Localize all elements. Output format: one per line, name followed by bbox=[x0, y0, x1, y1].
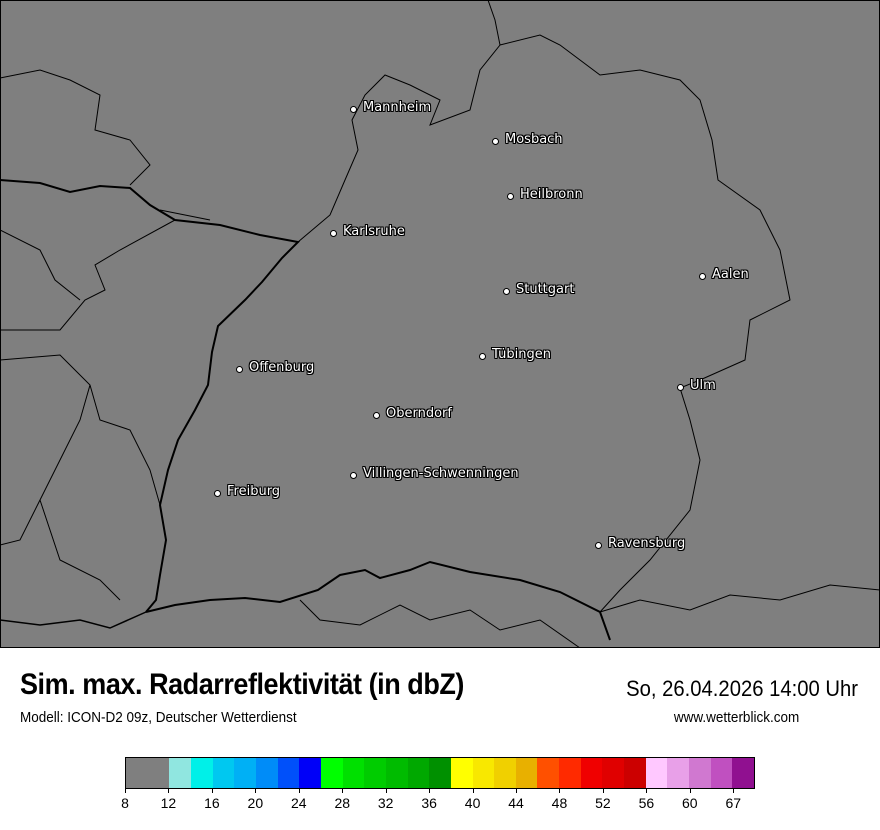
legend-color-segment bbox=[212, 758, 235, 788]
radar-map: Mannheim Mosbach Heilbronn Karlsruhe Aal… bbox=[0, 0, 880, 648]
legend-color-segment bbox=[299, 758, 321, 788]
legend-color-segment bbox=[255, 758, 278, 788]
city-dot-icon bbox=[350, 472, 357, 479]
legend-tick-mark bbox=[689, 789, 691, 793]
legend-color-segment bbox=[515, 758, 538, 788]
city-label: Heilbronn bbox=[520, 187, 583, 202]
city-dot-icon bbox=[503, 288, 510, 295]
legend-color-segment bbox=[234, 758, 256, 788]
legend-tick-mark bbox=[733, 789, 735, 793]
legend-tick-mark bbox=[342, 789, 344, 793]
city-label: Ravensburg bbox=[608, 536, 686, 551]
legend-color-segment bbox=[602, 758, 625, 788]
model-source: Modell: ICON-D2 09z, Deutscher Wetterdie… bbox=[20, 709, 297, 726]
legend-tick-mark bbox=[646, 789, 648, 793]
legend-tick-mark bbox=[385, 789, 387, 793]
city-label: Stuttgart bbox=[516, 282, 575, 297]
border-france-germany bbox=[0, 179, 301, 613]
legend-tick-mark bbox=[516, 789, 518, 793]
city-dot-icon bbox=[699, 273, 706, 280]
city-dot-icon bbox=[595, 542, 602, 549]
city-dot-icon bbox=[236, 366, 243, 373]
legend-tick-mark bbox=[255, 789, 257, 793]
city-label: Mosbach bbox=[505, 132, 563, 147]
city-label: Oberndorf bbox=[386, 406, 452, 421]
color-legend bbox=[125, 757, 755, 789]
legend-tick-label: 8 bbox=[121, 795, 129, 811]
legend-color-segment bbox=[429, 758, 451, 788]
legend-color-segment bbox=[645, 758, 668, 788]
legend-tick-label: 24 bbox=[290, 795, 307, 811]
border-swiss-west bbox=[0, 611, 147, 629]
legend-tick-mark bbox=[602, 789, 604, 793]
legend-color-segment bbox=[385, 758, 408, 788]
legend-tick-mark bbox=[211, 789, 213, 793]
city-label: Karlsruhe bbox=[343, 224, 405, 239]
city-label: Freiburg bbox=[227, 484, 281, 499]
legend-color-segment bbox=[342, 758, 365, 788]
legend-color-segment bbox=[494, 758, 516, 788]
legend-color-segment bbox=[407, 758, 430, 788]
website-link: www.wetterblick.com bbox=[673, 709, 799, 726]
border-north bbox=[0, 69, 211, 331]
legend-tick-label: 40 bbox=[464, 795, 481, 811]
border-switzerland bbox=[145, 560, 611, 641]
legend-tick-label: 52 bbox=[595, 795, 611, 811]
legend-ticks: 8 12 16 20 24 28 32 36 40 44 48 52 56 60 67 bbox=[121, 789, 755, 819]
legend-color-segment bbox=[190, 758, 213, 788]
legend-tick-label: 28 bbox=[334, 795, 351, 811]
legend-tick-mark bbox=[298, 789, 300, 793]
border-south bbox=[299, 584, 880, 648]
legend-color-segment bbox=[710, 758, 733, 788]
city-label: Offenburg bbox=[249, 360, 315, 375]
city-label: Mannheim bbox=[363, 100, 432, 115]
legend-tick-mark bbox=[559, 789, 561, 793]
legend-tick-label: 60 bbox=[682, 795, 698, 811]
city-dot-icon bbox=[373, 412, 380, 419]
map-borders bbox=[0, 0, 880, 648]
legend-color-segment bbox=[689, 758, 711, 788]
city-label: Aalen bbox=[712, 267, 749, 282]
city-dot-icon bbox=[350, 106, 357, 113]
city-dot-icon bbox=[479, 353, 486, 360]
legend-tick-label: 20 bbox=[247, 795, 264, 811]
legend-color-segment bbox=[450, 758, 473, 788]
city-dot-icon bbox=[214, 490, 221, 497]
city-label: Villingen-Schwenningen bbox=[363, 466, 519, 481]
legend-color-segment bbox=[277, 758, 300, 788]
map-title: Sim. max. Radarreflektivität (in dbZ) bbox=[20, 668, 464, 701]
legend-color-segment bbox=[537, 758, 560, 788]
city-dot-icon bbox=[507, 193, 514, 200]
legend-color-segment bbox=[624, 758, 646, 788]
legend-color-segment bbox=[126, 758, 170, 788]
legend-tick-label: 12 bbox=[160, 795, 177, 811]
legend-tick-label: 44 bbox=[508, 795, 524, 811]
legend-color-segment bbox=[364, 758, 386, 788]
city-dot-icon bbox=[330, 230, 337, 237]
city-dot-icon bbox=[492, 138, 499, 145]
legend-tick-mark bbox=[429, 789, 431, 793]
legend-color-segment bbox=[169, 758, 191, 788]
legend-tick-label: 32 bbox=[377, 795, 394, 811]
legend-color-segment bbox=[732, 758, 755, 788]
legend-color-segment bbox=[580, 758, 603, 788]
legend-tick-mark bbox=[168, 789, 170, 793]
legend-tick-label: 67 bbox=[725, 795, 742, 811]
city-label: Ulm bbox=[690, 378, 716, 393]
legend-color-segment bbox=[320, 758, 343, 788]
legend-tick-label: 16 bbox=[204, 795, 220, 811]
border-state bbox=[297, 0, 791, 613]
legend-tick-label: 48 bbox=[551, 795, 568, 811]
forecast-datetime: So, 26.04.2026 14:00 Uhr bbox=[626, 676, 858, 701]
legend-tick-mark bbox=[125, 789, 126, 793]
legend-tick-label: 36 bbox=[421, 795, 437, 811]
city-label: Tübingen bbox=[492, 347, 551, 362]
legend-tick-mark bbox=[472, 789, 474, 793]
border-west bbox=[0, 229, 161, 601]
legend-color-segment bbox=[559, 758, 581, 788]
legend-color-segment bbox=[472, 758, 495, 788]
legend-tick-label: 56 bbox=[638, 795, 655, 811]
legend-color-segment bbox=[667, 758, 690, 788]
city-dot-icon bbox=[677, 384, 684, 391]
